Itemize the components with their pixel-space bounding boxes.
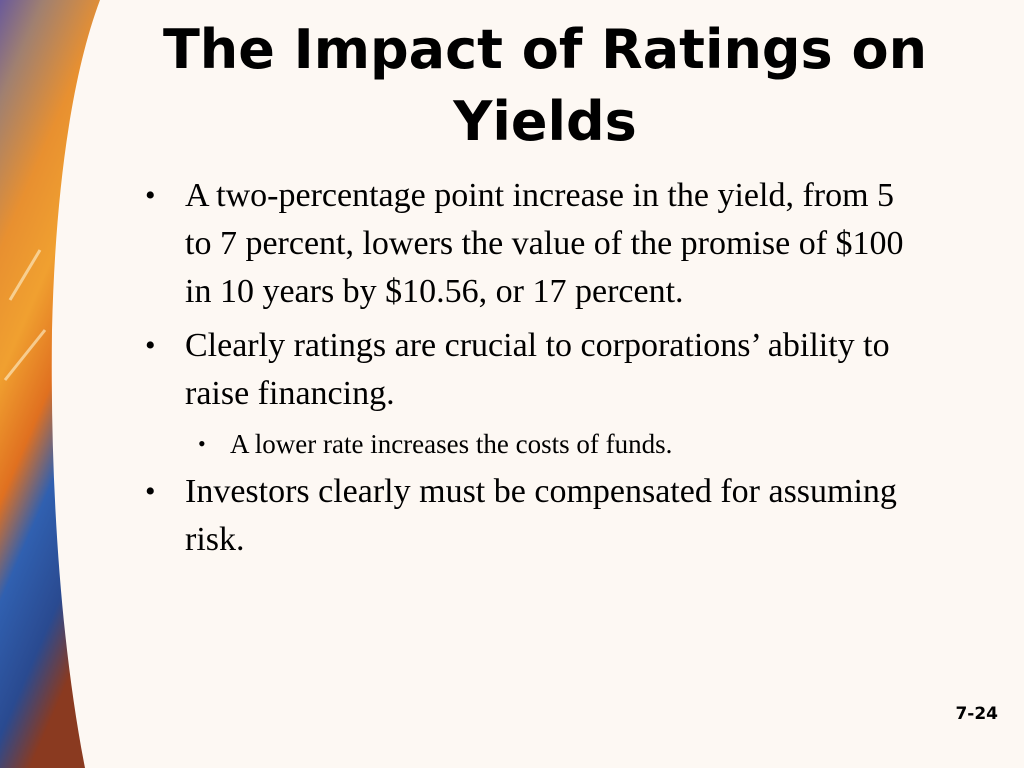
bullet: A two-percentage point increase in the y… [145, 172, 915, 316]
bullet-list: A two-percentage point increase in the y… [145, 172, 915, 570]
sub-bullet: A lower rate increases the costs of fund… [190, 424, 915, 464]
bullet: Clearly ratings are crucial to corporati… [145, 322, 915, 418]
decoration-streak [3, 249, 47, 381]
decoration-shape [0, 0, 100, 768]
bullet: Investors clearly must be compensated fo… [145, 468, 915, 564]
slide-title: The Impact of Ratings on Yields [162, 18, 928, 153]
side-decoration [0, 0, 100, 768]
page-number: 7-24 [955, 704, 998, 724]
